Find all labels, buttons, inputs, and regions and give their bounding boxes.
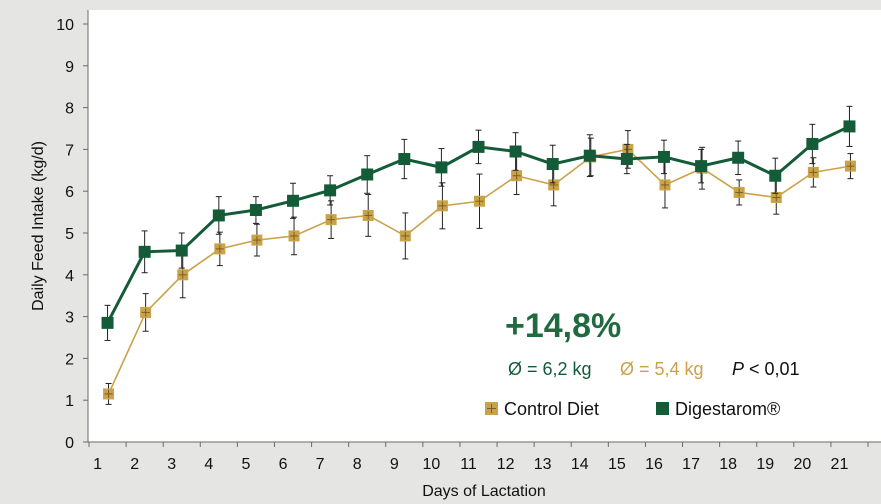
percent-increase-label: +14,8%: [505, 307, 621, 345]
x-tick-label: 5: [241, 456, 250, 473]
data-point: [138, 245, 151, 258]
x-tick-label: 7: [316, 456, 325, 473]
y-tick-label: 10: [56, 17, 74, 34]
y-tick-label: 7: [65, 142, 74, 159]
plot-background: [88, 10, 881, 442]
y-tick-label: 0: [65, 435, 74, 452]
y-tick-label: 5: [65, 226, 74, 243]
legend-swatch-digestarom: [656, 402, 669, 415]
x-tick-label: 8: [353, 456, 362, 473]
data-point: [583, 149, 596, 162]
x-tick-label: 10: [423, 456, 441, 473]
data-point: [509, 145, 522, 158]
data-point: [249, 204, 262, 217]
data-point: [695, 160, 708, 173]
data-point: [398, 153, 411, 166]
y-tick-label: 3: [65, 310, 74, 327]
data-point: [657, 150, 670, 163]
data-point: [435, 161, 448, 174]
x-tick-label: 9: [390, 456, 399, 473]
data-point: [324, 184, 337, 197]
y-tick-label: 9: [65, 59, 74, 76]
x-tick-label: 15: [608, 456, 626, 473]
data-point: [287, 194, 300, 207]
x-tick-label: 16: [645, 456, 663, 473]
x-tick-label: 14: [571, 456, 589, 473]
legend: Control Diet Digestarom®: [485, 399, 780, 419]
x-tick-label: 2: [130, 456, 139, 473]
avg-control-label: Ø = 5,4 kg: [620, 359, 704, 379]
y-tick-label: 6: [65, 184, 74, 201]
y-tick-label: 1: [65, 393, 74, 410]
x-tick-label: 6: [279, 456, 288, 473]
data-point: [843, 120, 856, 133]
data-point: [806, 137, 819, 150]
series-digestarom: [101, 105, 856, 341]
y-tick-label: 8: [65, 101, 74, 118]
data-point: [361, 168, 374, 181]
data-point: [620, 153, 633, 166]
x-tick-label: 18: [719, 456, 737, 473]
data-point: [212, 209, 225, 222]
x-tick-label: 20: [793, 456, 811, 473]
legend-label-control: Control Diet: [504, 399, 599, 419]
data-point: [769, 169, 782, 182]
x-ticks: 1 2 3 4 5 6 7 8 9 10 11 12 13 14 15 16 17 18 19 20 21: [88, 442, 869, 473]
legend-label-digestarom: Digestarom®: [675, 399, 780, 419]
x-tick-label: 13: [534, 456, 552, 473]
x-tick-label: 21: [831, 456, 849, 473]
x-tick-label: 19: [756, 456, 774, 473]
data-point: [101, 316, 114, 329]
x-tick-label: 1: [93, 456, 102, 473]
data-point: [546, 158, 559, 171]
p-value-label: P < 0,01: [732, 359, 800, 379]
p-value: < 0,01: [744, 359, 800, 379]
x-tick-label: 4: [204, 456, 213, 473]
x-tick-label: 17: [682, 456, 700, 473]
y-axis-title: Daily Feed Intake (kg/d): [30, 141, 47, 311]
data-point: [732, 151, 745, 164]
statistics-row: Ø = 6,2 kg Ø = 5,4 kg P < 0,01: [508, 359, 800, 379]
axes: [87, 10, 881, 443]
y-tick-label: 4: [65, 268, 74, 285]
series-layer: [101, 105, 856, 405]
p-symbol: P: [732, 359, 744, 379]
x-tick-label: 12: [497, 456, 515, 473]
x-axis-title: Days of Lactation: [422, 483, 546, 500]
data-point: [175, 244, 188, 257]
avg-digestarom-label: Ø = 6,2 kg: [508, 359, 592, 379]
legend-item-digestarom: Digestarom®: [656, 399, 780, 419]
x-tick-label: 3: [167, 456, 176, 473]
legend-item-control: Control Diet: [485, 399, 599, 419]
y-ticks: 0 1 2 3 4 5 6 7 8 9 10: [56, 17, 88, 452]
y-tick-label: 2: [65, 351, 74, 368]
data-point: [472, 140, 485, 153]
x-tick-label: 11: [460, 456, 477, 473]
